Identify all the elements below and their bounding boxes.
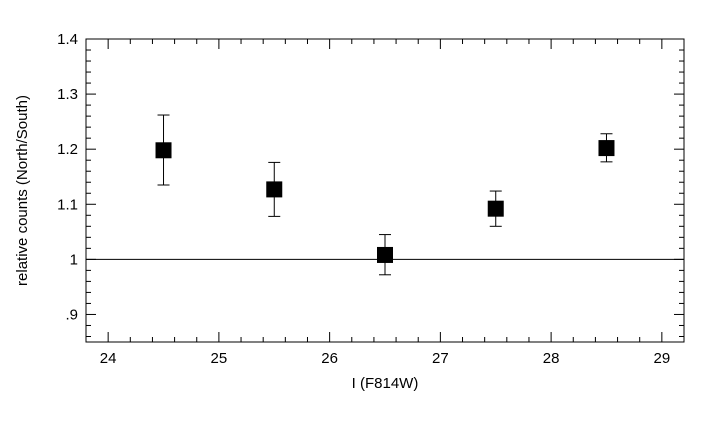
data-point bbox=[266, 181, 283, 198]
data-point bbox=[155, 142, 172, 159]
y-tick-label: 1.1 bbox=[57, 196, 78, 213]
data-point bbox=[598, 140, 615, 157]
y-tick-label: 1 bbox=[70, 251, 78, 268]
x-tick-label: 24 bbox=[100, 350, 117, 367]
minor-ticks bbox=[86, 39, 684, 342]
x-tick-label: 28 bbox=[543, 350, 560, 367]
x-axis-label: I (F814W) bbox=[352, 375, 419, 392]
y-tick-label: 1.3 bbox=[57, 86, 78, 103]
plot-frame bbox=[85, 38, 685, 343]
x-tick-label: 26 bbox=[321, 350, 338, 367]
x-tick-label: 27 bbox=[432, 350, 449, 367]
data-points bbox=[155, 140, 615, 263]
y-tick-label: 1.4 bbox=[57, 31, 78, 48]
x-tick-label: 25 bbox=[211, 350, 228, 367]
y-tick-labels: .9 1 1.1 1.2 1.3 1.4 bbox=[57, 31, 78, 323]
data-point bbox=[487, 200, 504, 217]
x-tick-label: 29 bbox=[654, 350, 671, 367]
y-tick-label: 1.2 bbox=[57, 141, 78, 158]
x-tick-labels: 24 25 26 27 28 29 bbox=[100, 350, 670, 367]
data-point bbox=[377, 246, 393, 263]
y-tick-label: .9 bbox=[65, 306, 78, 323]
y-axis-label: relative counts (North/South) bbox=[14, 95, 31, 286]
major-ticks bbox=[86, 38, 684, 342]
